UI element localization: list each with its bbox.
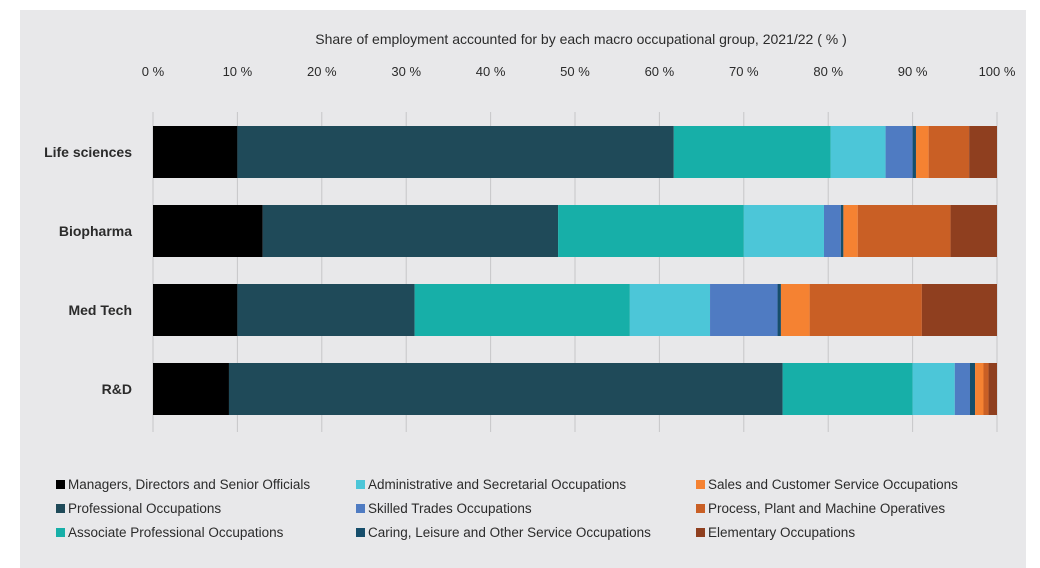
x-tick-label: 30 % (391, 64, 421, 79)
x-tick-label: 20 % (307, 64, 337, 79)
bar-segment (921, 284, 997, 336)
bar-segment (558, 205, 744, 257)
category-label: R&D (102, 381, 132, 397)
legend-item: Process, Plant and Machine Operatives (696, 496, 1016, 520)
bar-segment (954, 363, 970, 415)
x-tick-label: 80 % (813, 64, 843, 79)
category-label: Biopharma (59, 223, 132, 239)
legend-item: Skilled Trades Occupations (356, 496, 696, 520)
legend-item: Associate Professional Occupations (56, 520, 356, 544)
bar-segment (969, 363, 976, 415)
x-tick-label: 0 % (142, 64, 165, 79)
bar-segment (782, 363, 913, 415)
bar-segment (830, 126, 886, 178)
bar-segment (912, 126, 916, 178)
x-tick-labels: 0 % 10 % 20 % 30 % 40 % 50 % 60 % 70 % 80 % 90 % 1… (142, 64, 1016, 79)
bar-segment (928, 126, 970, 178)
legend-swatch (696, 503, 705, 513)
bar-segment (237, 126, 674, 178)
bar-segment (983, 363, 989, 415)
legend-label: Elementary Occupations (708, 524, 856, 540)
bar-segment (262, 205, 559, 257)
legend-swatch (56, 527, 65, 537)
legend-label: Associate Professional Occupations (68, 524, 284, 540)
legend-swatch (696, 479, 705, 489)
bar-segment (823, 205, 841, 257)
legend-label: Process, Plant and Machine Operatives (708, 500, 946, 516)
bar-segment (809, 284, 922, 336)
legend-label: Sales and Customer Service Occupations (708, 476, 958, 492)
bar-segment (414, 284, 630, 336)
legend-item: Managers, Directors and Senior Officials (56, 472, 356, 496)
legend-item: Administrative and Secretarial Occupatio… (356, 472, 696, 496)
bar-segment (857, 205, 951, 257)
bar-segment (153, 284, 238, 336)
bar-segment (885, 126, 913, 178)
legend-label: Managers, Directors and Senior Officials (68, 476, 311, 492)
legend: Managers, Directors and Senior Officials… (56, 472, 1016, 544)
legend-item: Caring, Leisure and Other Service Occupa… (356, 520, 696, 544)
bar-segment (780, 284, 810, 336)
legend-label: Administrative and Secretarial Occupatio… (368, 476, 627, 492)
bar-segment (710, 284, 778, 336)
legend-label: Professional Occupations (68, 500, 222, 516)
bar-segment (912, 363, 955, 415)
category-label: Med Tech (68, 302, 132, 318)
bar-segment (840, 205, 844, 257)
legend-item: Sales and Customer Service Occupations (696, 472, 1016, 496)
legend-label: Skilled Trades Occupations (368, 500, 532, 516)
bar-segment (915, 126, 929, 178)
legend-swatch (356, 527, 365, 537)
bar-segment (153, 205, 263, 257)
x-axis-title: Share of employment accounted for by eac… (315, 31, 847, 47)
bar-segment (153, 363, 229, 415)
x-tick-label: 10 % (223, 64, 253, 79)
x-tick-label: 100 % (979, 64, 1016, 79)
bar-segment (950, 205, 997, 257)
x-tick-label: 90 % (898, 64, 928, 79)
x-tick-label: 70 % (729, 64, 759, 79)
bar-segment (237, 284, 415, 336)
category-labels: Life sciences Biopharma Med Tech R&D (44, 144, 132, 397)
bar-segment (843, 205, 858, 257)
category-label: Life sciences (44, 144, 132, 160)
bar-segment (743, 205, 824, 257)
bar-segment (153, 126, 238, 178)
legend-label: Caring, Leisure and Other Service Occupa… (368, 524, 651, 540)
bar-segment (988, 363, 997, 415)
legend-swatch (356, 503, 365, 513)
legend-item: Elementary Occupations (696, 520, 1016, 544)
x-tick-label: 50 % (560, 64, 590, 79)
bar-segment (673, 126, 831, 178)
bar-segment (777, 284, 781, 336)
legend-swatch (356, 479, 365, 489)
bar-segment (228, 363, 783, 415)
bar-segment (975, 363, 984, 415)
legend-swatch (696, 527, 705, 537)
bar-segment (969, 126, 997, 178)
legend-swatch (56, 479, 65, 489)
bars (153, 126, 997, 415)
x-tick-label: 40 % (476, 64, 506, 79)
legend-item: Professional Occupations (56, 496, 356, 520)
x-tick-label: 60 % (645, 64, 675, 79)
bar-segment (629, 284, 711, 336)
legend-swatch (56, 503, 65, 513)
